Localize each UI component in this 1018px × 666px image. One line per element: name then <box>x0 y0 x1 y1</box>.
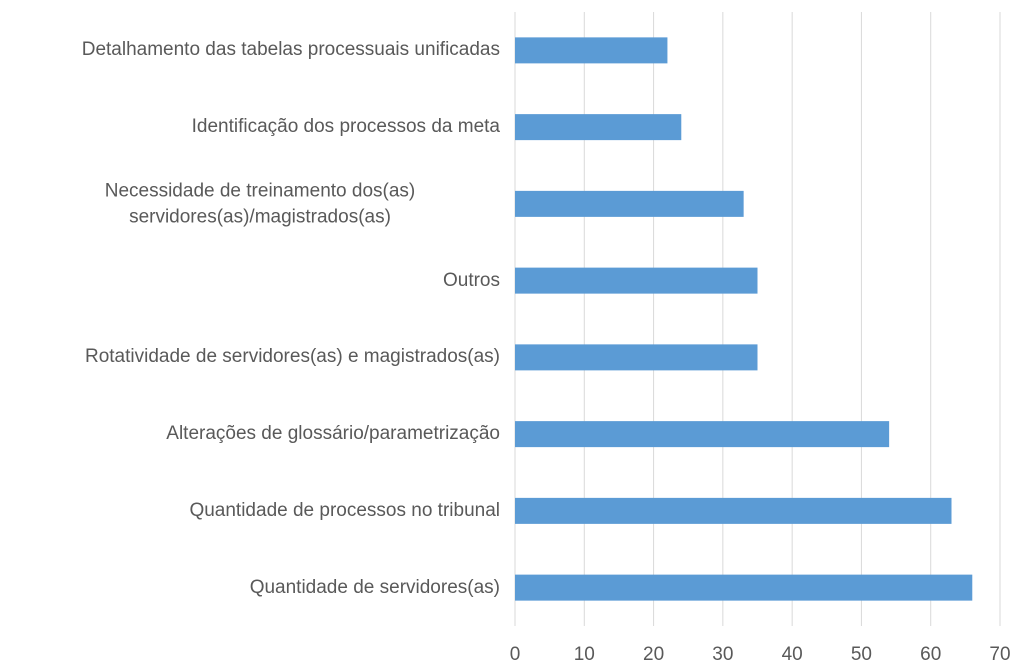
x-tick-label: 50 <box>851 644 872 665</box>
x-tick-label: 70 <box>989 644 1010 665</box>
y-tick-label: Alterações de glossário/parametrização <box>166 423 500 445</box>
bar <box>515 37 668 64</box>
y-tick-label-box: Quantidade de processos no tribunal <box>0 498 500 524</box>
y-tick-label-box: Outros <box>0 268 500 294</box>
x-tick-label: 30 <box>712 644 733 665</box>
y-tick-label: Detalhamento das tabelas processuais uni… <box>81 39 500 61</box>
bar <box>515 344 758 371</box>
bar <box>515 114 682 141</box>
x-tick-label: 60 <box>920 644 941 665</box>
y-tick-label: Outros <box>442 269 500 291</box>
y-tick-label-box: Detalhamento das tabelas processuais uni… <box>0 38 500 64</box>
x-tick-label: 40 <box>782 644 803 665</box>
y-tick-label: Quantidade de servidores(as) <box>249 576 500 598</box>
y-tick-label: Identificação dos processos da meta <box>191 116 500 138</box>
y-tick-label: Rotatividade de servidores(as) e magistr… <box>84 346 500 368</box>
y-tick-label-box: Necessidade de treinamento dos(as) servi… <box>0 178 500 229</box>
bar <box>515 497 952 524</box>
y-tick-label: Quantidade de processos no tribunal <box>189 500 500 522</box>
bar <box>515 190 744 217</box>
y-tick-label-box: Identificação dos processos da meta <box>0 114 500 140</box>
y-tick-label: Necessidade de treinamento dos(as) servi… <box>104 180 416 227</box>
x-tick-label: 10 <box>574 644 595 665</box>
y-tick-label-box: Rotatividade de servidores(as) e magistr… <box>0 345 500 371</box>
x-tick-label: 0 <box>510 644 521 665</box>
x-tick-label: 20 <box>643 644 664 665</box>
bar <box>515 574 973 601</box>
bar <box>515 421 890 448</box>
y-tick-label-box: Quantidade de servidores(as) <box>0 575 500 601</box>
y-tick-label-box: Alterações de glossário/parametrização <box>0 421 500 447</box>
bar <box>515 267 758 294</box>
